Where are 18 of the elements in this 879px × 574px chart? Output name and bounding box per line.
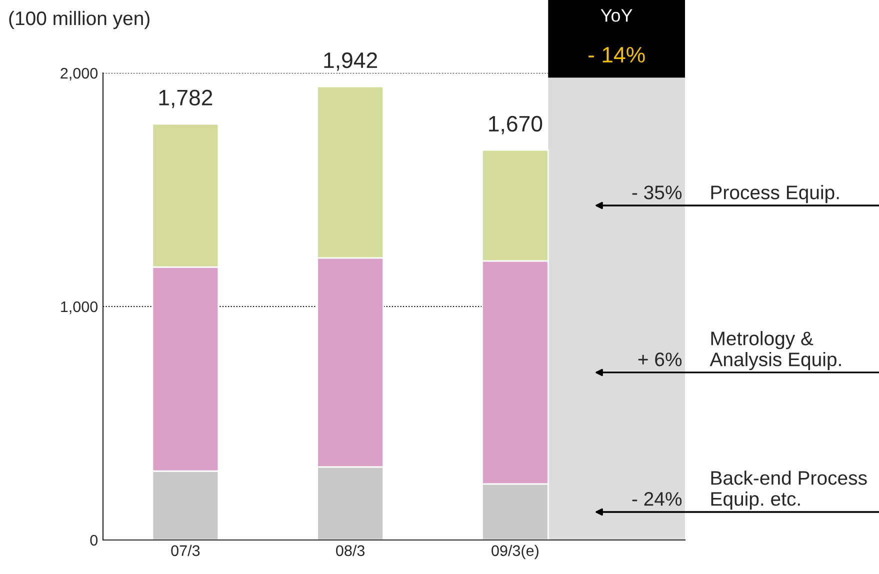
text: Process Equip. <box>711 185 839 204</box>
y-tick-label: 0 <box>90 534 98 546</box>
text: Metrology & Analysis Equip. <box>710 331 841 370</box>
y-tick-label: 2,000 <box>60 68 98 80</box>
total-label: 1,942 <box>324 52 377 71</box>
x-tick-label: 09/3(e) <box>492 544 538 560</box>
text: YoY <box>600 9 632 22</box>
y-tick-label: 1,000 <box>61 301 98 314</box>
text: - 14% <box>588 46 645 63</box>
total-label: 1,782 <box>159 90 212 108</box>
x-tick-label: 07/3 <box>171 544 200 556</box>
x-tick-label: 08/3 <box>336 544 365 556</box>
text: Back-end Process Equip. etc. <box>711 470 867 510</box>
total-label: 1,670 <box>489 116 542 134</box>
annotation: + 6% <box>638 352 682 366</box>
y-axis-title: (100 million yen) <box>9 10 150 30</box>
annotation: - 24% <box>632 492 682 506</box>
annotation: - 35% <box>632 186 682 200</box>
